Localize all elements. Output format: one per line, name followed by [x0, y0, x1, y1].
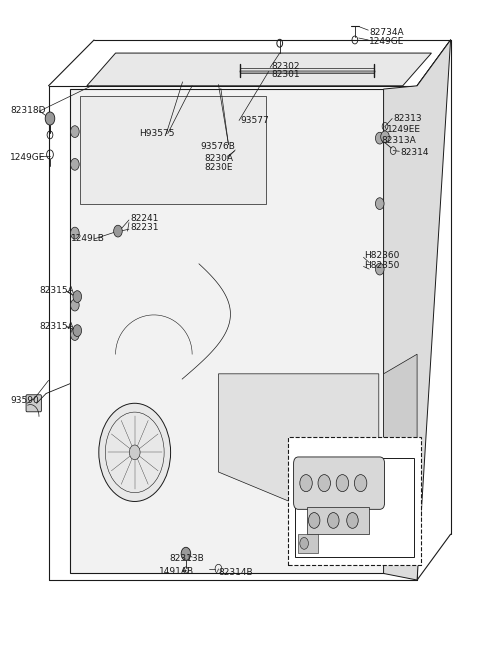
FancyBboxPatch shape [26, 395, 41, 412]
Text: 82314B: 82314B [218, 568, 253, 577]
Text: H82360: H82360 [364, 251, 400, 260]
Bar [163, 66, 240, 85]
Circle shape [300, 475, 312, 491]
Text: 93572A: 93572A [306, 480, 341, 488]
Circle shape [318, 475, 330, 491]
Circle shape [309, 512, 320, 528]
Circle shape [114, 225, 122, 237]
Circle shape [327, 512, 339, 528]
Circle shape [354, 475, 367, 491]
Bar [288, 437, 421, 565]
Text: 82231: 82231 [130, 222, 158, 232]
Bar [168, 69, 181, 82]
Text: 8230A: 8230A [204, 154, 233, 163]
Circle shape [45, 112, 55, 125]
Circle shape [336, 475, 348, 491]
Circle shape [99, 403, 170, 501]
FancyBboxPatch shape [258, 149, 330, 184]
Bar [295, 459, 414, 557]
Circle shape [381, 131, 389, 143]
Polygon shape [384, 354, 417, 479]
Polygon shape [80, 96, 266, 203]
Polygon shape [70, 89, 384, 573]
Text: 82315A: 82315A [39, 322, 74, 331]
Bar [299, 533, 318, 553]
Bar [221, 69, 235, 82]
Text: 82301: 82301 [271, 70, 300, 79]
FancyBboxPatch shape [294, 457, 384, 509]
Polygon shape [87, 53, 432, 86]
Circle shape [73, 325, 82, 337]
Bar [307, 507, 369, 533]
Circle shape [71, 227, 79, 239]
Circle shape [129, 445, 140, 460]
Text: 93571A: 93571A [338, 531, 373, 541]
Text: 93570B: 93570B [314, 453, 349, 461]
Circle shape [71, 159, 79, 171]
Circle shape [71, 329, 79, 340]
Text: 82318D: 82318D [10, 106, 46, 115]
Text: 82313A: 82313A [381, 136, 416, 145]
Text: 82315A: 82315A [39, 285, 74, 295]
Text: 1491AB: 1491AB [158, 567, 194, 576]
Text: 1249LB: 1249LB [71, 234, 105, 243]
Text: 82313B: 82313B [169, 554, 204, 563]
Text: 82302: 82302 [271, 62, 300, 71]
Text: 93590: 93590 [10, 396, 39, 405]
Circle shape [300, 537, 309, 549]
Circle shape [375, 197, 384, 209]
Text: H82350: H82350 [364, 260, 400, 270]
Circle shape [71, 299, 79, 311]
Circle shape [375, 133, 384, 144]
Text: (DRIVER): (DRIVER) [298, 443, 338, 451]
Text: 1249GE: 1249GE [369, 37, 405, 46]
Circle shape [71, 126, 79, 138]
Bar [204, 69, 217, 82]
Text: 8230E: 8230E [204, 163, 233, 172]
Circle shape [181, 547, 191, 560]
Text: 82734A: 82734A [369, 28, 404, 37]
Circle shape [73, 291, 82, 302]
Circle shape [375, 263, 384, 275]
Text: 1249EE: 1249EE [387, 125, 421, 134]
Text: 93710B: 93710B [299, 543, 333, 552]
Text: H93575: H93575 [140, 129, 175, 138]
Polygon shape [218, 374, 379, 504]
Text: 82241: 82241 [130, 213, 158, 222]
Bar [359, 249, 369, 277]
Text: 93577: 93577 [240, 116, 269, 125]
Text: 1249GE: 1249GE [10, 154, 46, 162]
Text: 93576B: 93576B [201, 142, 236, 150]
Bar [186, 69, 199, 82]
Polygon shape [384, 40, 451, 580]
Text: 82313: 82313 [393, 114, 422, 123]
Text: 82314: 82314 [400, 148, 429, 157]
Circle shape [347, 512, 358, 528]
Bar [277, 53, 282, 58]
